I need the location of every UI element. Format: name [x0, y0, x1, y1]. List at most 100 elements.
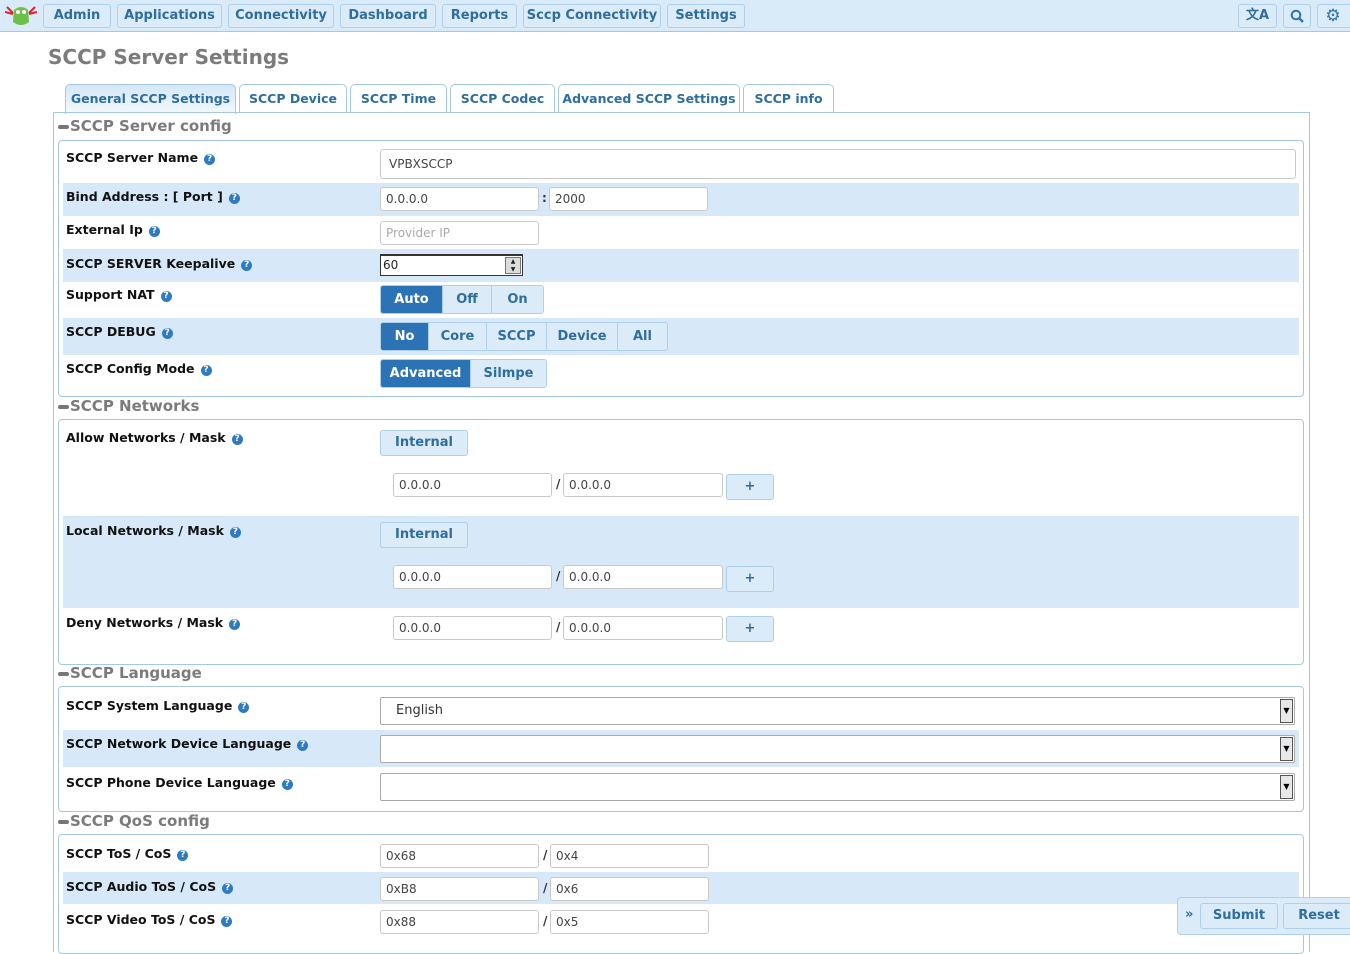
reset-button[interactable]: Reset — [1283, 903, 1350, 929]
nav-settings[interactable]: Settings — [667, 4, 745, 28]
collapse-chevron-icon[interactable]: » — [1185, 907, 1194, 922]
debug-all[interactable]: All — [618, 323, 667, 350]
help-icon[interactable]: ? — [297, 740, 309, 751]
network-device-language-select[interactable]: ▼ — [380, 735, 1295, 763]
audio-cos-input[interactable] — [550, 877, 709, 901]
nav-applications[interactable]: Applications — [117, 4, 222, 28]
collapse-icon — [58, 124, 69, 129]
search-button[interactable] — [1283, 4, 1311, 28]
mode-advanced[interactable]: Advanced — [381, 360, 471, 387]
plus-icon: + — [744, 571, 756, 586]
debug-core[interactable]: Core — [429, 323, 487, 350]
legend-qos[interactable]: SCCP QoS config — [58, 812, 210, 830]
help-icon[interactable]: ? — [229, 527, 241, 538]
tab-general[interactable]: General SCCP Settings — [65, 84, 236, 114]
debug-device[interactable]: Device — [547, 323, 618, 350]
local-networks-label: Local Networks / Mask? — [66, 523, 241, 538]
slash-separator: / — [556, 477, 561, 491]
colon-separator: : — [542, 191, 547, 205]
keepalive-label: SCCP SERVER Keepalive? — [66, 256, 253, 271]
legend-server-config[interactable]: SCCP Server config — [58, 117, 232, 135]
config-mode-label: SCCP Config Mode? — [66, 361, 212, 376]
keepalive-stepper[interactable]: 60 ▲ ▼ — [380, 254, 523, 276]
tab-time[interactable]: SCCP Time — [350, 84, 447, 113]
help-icon[interactable]: ? — [161, 328, 173, 339]
video-tos-input[interactable] — [380, 910, 539, 934]
allow-internal-button[interactable]: Internal — [380, 430, 468, 456]
mode-simple[interactable]: Silmpe — [471, 360, 546, 387]
help-icon[interactable]: ? — [204, 154, 216, 165]
help-icon[interactable]: ? — [160, 291, 172, 302]
audio-tos-input[interactable] — [380, 877, 539, 901]
deny-add-button[interactable]: + — [726, 616, 774, 642]
slash-separator: / — [543, 848, 548, 862]
allow-network-input[interactable] — [393, 473, 552, 497]
help-icon[interactable]: ? — [241, 260, 253, 271]
deny-network-input[interactable] — [393, 616, 552, 640]
legend-language[interactable]: SCCP Language — [58, 664, 202, 682]
video-cos-input[interactable] — [550, 910, 709, 934]
local-add-button[interactable]: + — [726, 566, 774, 592]
debug-toggle-group: No Core SCCP Device All — [380, 322, 668, 351]
help-icon[interactable]: ? — [238, 702, 250, 713]
help-icon[interactable]: ? — [228, 193, 240, 204]
local-network-input[interactable] — [393, 565, 552, 589]
action-bar: » Submit Reset — [1177, 897, 1350, 935]
submit-button[interactable]: Submit — [1200, 903, 1278, 929]
server-name-input[interactable] — [380, 149, 1296, 179]
allow-mask-input[interactable] — [563, 473, 723, 497]
nav-sccp-connectivity[interactable]: Sccp Connectivity — [523, 4, 661, 28]
tos-input[interactable] — [380, 844, 539, 868]
help-icon[interactable]: ? — [221, 916, 233, 927]
network-device-language-label: SCCP Network Device Language? — [66, 736, 309, 751]
external-ip-label: External Ip? — [66, 222, 160, 237]
local-internal-button[interactable]: Internal — [380, 522, 468, 548]
legend-networks[interactable]: SCCP Networks — [58, 397, 199, 415]
debug-sccp[interactable]: SCCP — [487, 323, 547, 350]
bind-address-input[interactable] — [380, 187, 539, 211]
nat-auto[interactable]: Auto — [381, 286, 443, 313]
help-icon[interactable]: ? — [231, 434, 243, 445]
row-band — [63, 516, 1299, 608]
translate-button[interactable]: 文A — [1238, 4, 1277, 28]
nat-off[interactable]: Off — [443, 286, 492, 313]
tab-advanced[interactable]: Advanced SCCP Settings — [558, 84, 740, 113]
help-icon[interactable]: ? — [229, 619, 241, 630]
tab-device[interactable]: SCCP Device — [239, 84, 347, 113]
support-nat-label: Support NAT? — [66, 287, 172, 302]
nav-admin[interactable]: Admin — [43, 4, 111, 28]
tos-label: SCCP ToS / CoS? — [66, 846, 189, 861]
fieldset-language — [58, 686, 1304, 812]
slash-separator: / — [543, 914, 548, 928]
nat-on[interactable]: On — [492, 286, 543, 313]
nav-dashboard[interactable]: Dashboard — [340, 4, 436, 28]
frog-logo[interactable] — [4, 4, 38, 28]
fieldset-networks — [58, 419, 1304, 665]
cos-input[interactable] — [550, 844, 709, 868]
help-icon[interactable]: ? — [222, 883, 234, 894]
debug-no[interactable]: No — [381, 323, 429, 350]
tab-codec[interactable]: SCCP Codec — [450, 84, 555, 113]
allow-add-button[interactable]: + — [726, 474, 774, 500]
spin-arrows-icon[interactable]: ▲ ▼ — [505, 257, 521, 274]
help-icon[interactable]: ? — [177, 850, 189, 861]
settings-button[interactable]: ⚙ — [1317, 4, 1350, 28]
help-icon[interactable]: ? — [200, 365, 212, 376]
nav-reports[interactable]: Reports — [442, 4, 517, 28]
external-ip-input[interactable] — [380, 221, 539, 245]
phone-device-language-label: SCCP Phone Device Language? — [66, 775, 293, 790]
dropdown-arrow-icon: ▼ — [1280, 699, 1293, 723]
phone-device-language-select[interactable]: ▼ — [380, 773, 1295, 801]
deny-mask-input[interactable] — [563, 616, 723, 640]
tab-info[interactable]: SCCP info — [743, 84, 834, 113]
fieldset-server-config — [58, 140, 1304, 397]
gear-icon: ⚙ — [1325, 6, 1341, 26]
legend-text: SCCP Networks — [70, 397, 200, 415]
system-language-select[interactable]: English ▼ — [380, 697, 1295, 725]
config-mode-toggle-group: Advanced Silmpe — [380, 359, 547, 388]
nav-connectivity[interactable]: Connectivity — [228, 4, 334, 28]
bind-port-input[interactable] — [549, 187, 708, 211]
local-mask-input[interactable] — [563, 565, 723, 589]
help-icon[interactable]: ? — [281, 779, 293, 790]
help-icon[interactable]: ? — [148, 226, 160, 237]
